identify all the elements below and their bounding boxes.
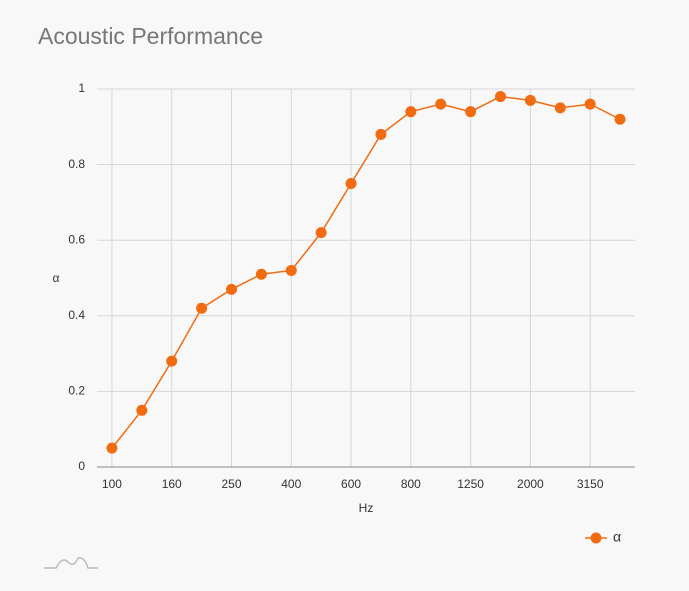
x-axis-label: Hz bbox=[359, 501, 374, 515]
y-tick-label: 0.6 bbox=[68, 232, 85, 246]
y-axis-label: α bbox=[53, 271, 60, 285]
x-tick-label: 1250 bbox=[457, 477, 484, 491]
point bbox=[166, 355, 178, 367]
point bbox=[524, 94, 536, 106]
point bbox=[584, 98, 596, 110]
point bbox=[315, 227, 327, 239]
y-tick-label: 0.4 bbox=[68, 308, 85, 322]
chart-title: Acoustic Performance bbox=[38, 23, 263, 49]
logo bbox=[44, 556, 98, 569]
x-tick-label: 2000 bbox=[517, 477, 544, 491]
point bbox=[196, 302, 208, 314]
point bbox=[106, 442, 118, 454]
x-tick-label: 400 bbox=[281, 477, 301, 491]
point bbox=[345, 178, 357, 189]
x-tick-label: 100 bbox=[102, 477, 122, 491]
point bbox=[465, 106, 477, 118]
x-tick-label: 600 bbox=[341, 477, 361, 491]
point bbox=[554, 102, 566, 114]
point bbox=[614, 113, 626, 125]
legend-label: α bbox=[613, 529, 621, 545]
point bbox=[435, 98, 447, 110]
x-tick-label: 3150 bbox=[577, 477, 604, 491]
point bbox=[375, 128, 387, 140]
point bbox=[255, 268, 267, 280]
point bbox=[285, 264, 297, 276]
x-tick-label: 250 bbox=[221, 477, 241, 491]
y-tick-label: 1 bbox=[78, 81, 85, 95]
point bbox=[226, 283, 237, 295]
legend-marker bbox=[590, 532, 602, 544]
point bbox=[136, 404, 148, 416]
y-tick-label: 0 bbox=[78, 459, 85, 473]
point bbox=[495, 91, 506, 103]
y-tick-label: 0.2 bbox=[68, 384, 85, 398]
y-tick-label: 0.8 bbox=[68, 157, 85, 171]
x-tick-label: 160 bbox=[162, 477, 182, 491]
x-tick-label: 800 bbox=[401, 477, 421, 491]
point bbox=[405, 106, 417, 118]
